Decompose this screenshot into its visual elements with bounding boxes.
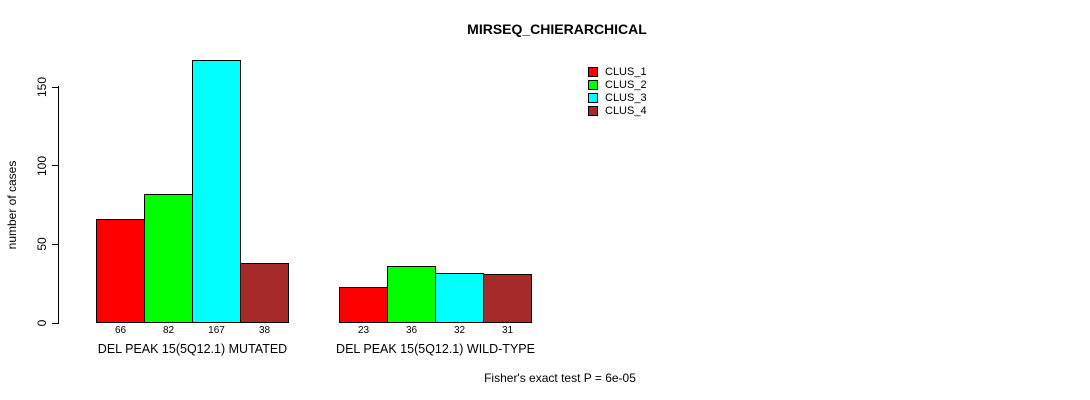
legend-label: CLUS_1 [605,65,647,78]
bar-clus_2-group1 [144,194,193,323]
legend-label: CLUS_4 [605,104,647,117]
legend-label: CLUS_3 [605,91,647,104]
bar-clus_1-group2 [339,287,388,323]
x-category-label: DEL PEAK 15(5Q12.1) MUTATED [97,342,288,356]
bar-value-label: 167 [208,325,225,336]
bar-clus_1-group1 [96,219,145,323]
bar-value-label: 31 [501,325,514,336]
legend-swatch [588,66,598,77]
y-tick [52,165,59,167]
y-tick-label: 0 [35,319,49,327]
bar-value-label: 66 [114,325,127,336]
y-tick [52,243,59,245]
legend-label: CLUS_2 [605,78,647,91]
legend-item-clus_2: CLUS_2 [588,78,647,91]
legend-item-clus_3: CLUS_3 [588,91,647,104]
chart-title: MIRSEQ_CHIERARCHICAL [467,21,647,37]
bar-value-label: 36 [405,325,418,336]
bar-value-label: 23 [357,325,370,336]
bar-clus_3-group2 [435,273,484,323]
y-axis-title: number of cases [5,160,19,250]
y-axis-line [58,86,59,323]
y-tick [52,322,59,324]
legend-item-clus_4: CLUS_4 [588,104,647,117]
legend-item-clus_1: CLUS_1 [588,65,647,78]
bar-value-label: 32 [453,325,466,336]
bar-clus_4-group1 [240,263,289,323]
legend-swatch [588,79,598,90]
legend-swatch [588,92,598,103]
legend-swatch [588,105,598,116]
bar-clus_2-group2 [387,266,436,323]
bar-clus_4-group2 [483,274,532,323]
bar-value-label: 38 [258,325,271,336]
bar-value-label: 82 [162,325,175,336]
y-tick [52,86,59,88]
y-tick-label: 100 [35,155,49,176]
pvalue-annotation: Fisher's exact test P = 6e-05 [484,371,636,385]
bar-clus_3-group1 [192,60,241,323]
y-tick-label: 150 [35,76,49,98]
legend: CLUS_1 CLUS_2 CLUS_3 CLUS_4 [588,65,647,117]
y-tick-label: 50 [35,237,49,252]
x-category-label: DEL PEAK 15(5Q12.1) WILD-TYPE [336,342,535,356]
